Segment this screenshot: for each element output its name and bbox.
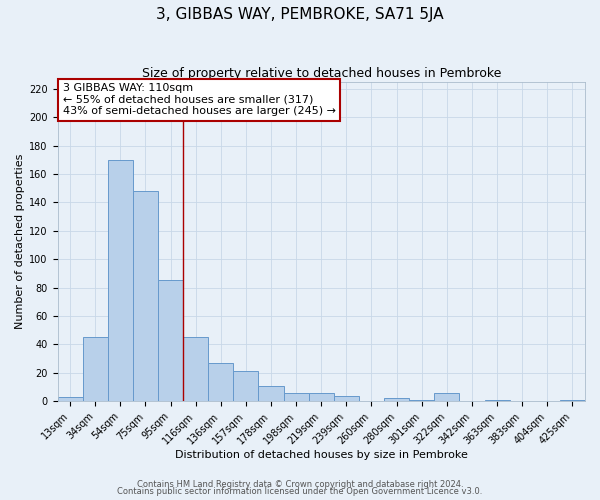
Bar	[284, 392, 308, 401]
Text: Contains HM Land Registry data © Crown copyright and database right 2024.: Contains HM Land Registry data © Crown c…	[137, 480, 463, 489]
Bar	[183, 338, 208, 401]
Text: 3 GIBBAS WAY: 110sqm
← 55% of detached houses are smaller (317)
43% of semi-deta: 3 GIBBAS WAY: 110sqm ← 55% of detached h…	[63, 84, 336, 116]
Bar	[308, 392, 334, 401]
Bar	[158, 280, 183, 401]
Y-axis label: Number of detached properties: Number of detached properties	[15, 154, 25, 329]
Text: Contains public sector information licensed under the Open Government Licence v3: Contains public sector information licen…	[118, 487, 482, 496]
Bar	[233, 372, 259, 401]
Bar	[58, 397, 83, 401]
Bar	[83, 338, 108, 401]
Bar	[560, 400, 585, 401]
Bar	[409, 400, 434, 401]
Bar	[434, 392, 460, 401]
Title: Size of property relative to detached houses in Pembroke: Size of property relative to detached ho…	[142, 68, 501, 80]
Text: 3, GIBBAS WAY, PEMBROKE, SA71 5JA: 3, GIBBAS WAY, PEMBROKE, SA71 5JA	[156, 8, 444, 22]
Bar	[208, 363, 233, 401]
Bar	[485, 400, 509, 401]
Bar	[384, 398, 409, 401]
Bar	[133, 191, 158, 401]
Bar	[334, 396, 359, 401]
Bar	[108, 160, 133, 401]
X-axis label: Distribution of detached houses by size in Pembroke: Distribution of detached houses by size …	[175, 450, 467, 460]
Bar	[259, 386, 284, 401]
